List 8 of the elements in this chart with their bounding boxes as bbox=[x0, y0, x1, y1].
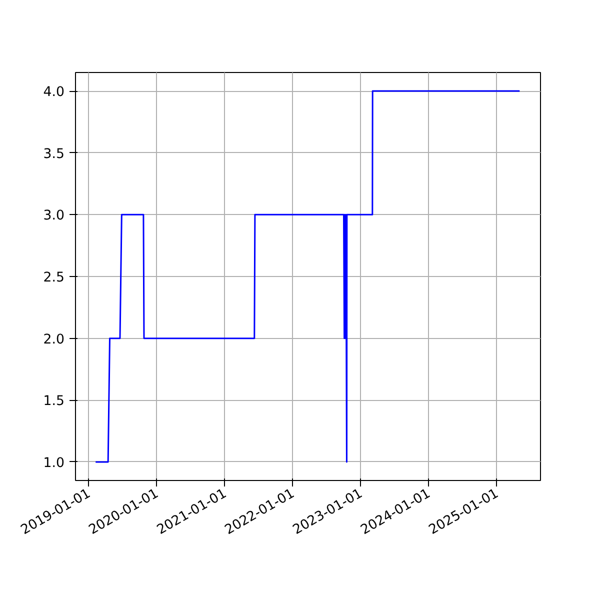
y-tick-label: 1.5 bbox=[43, 394, 65, 410]
y-tick-label: 2.5 bbox=[43, 270, 65, 286]
line-series bbox=[94, 90, 520, 463]
y-tick-label: 4.0 bbox=[43, 85, 65, 100]
y-tick-label: 2.0 bbox=[43, 332, 65, 348]
y-tick-label: 3.5 bbox=[43, 146, 65, 162]
y-tick-label: 3.0 bbox=[43, 208, 65, 224]
y-tick-label: 1.0 bbox=[43, 456, 65, 471]
